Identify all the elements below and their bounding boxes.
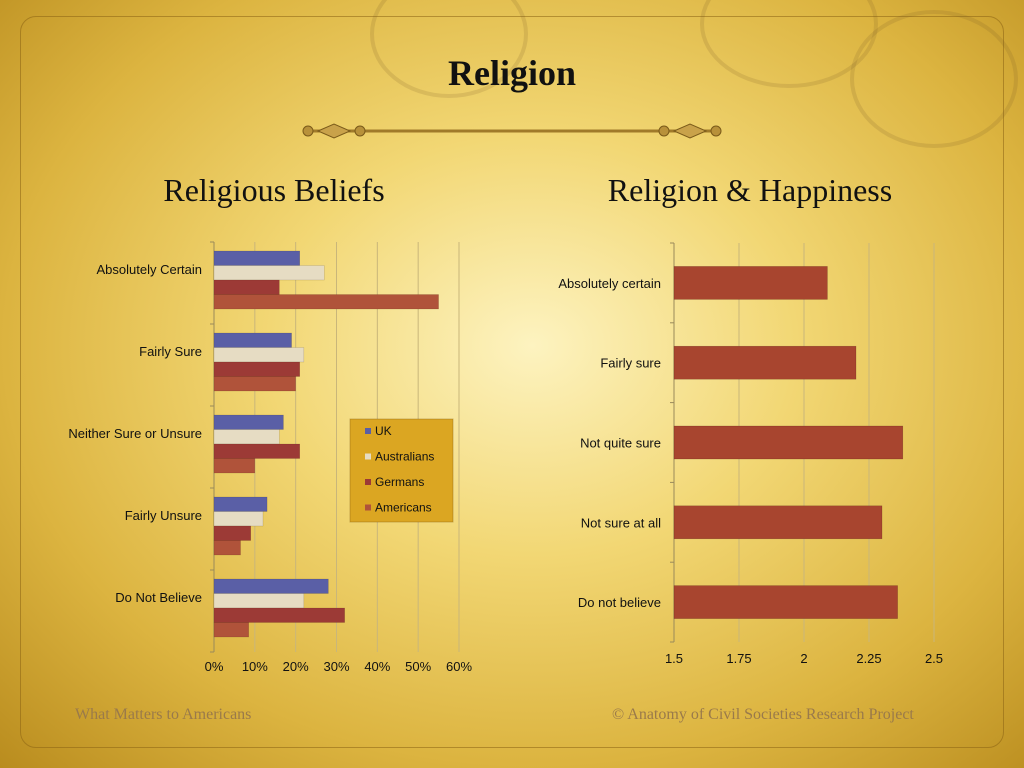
x-tick-label: 0%: [205, 659, 224, 674]
bar-australians: [213, 429, 280, 445]
bar-happiness: [673, 266, 828, 300]
bar-uk: [213, 250, 300, 266]
bar-americans: [213, 376, 296, 392]
chart-title-happiness: Religion & Happiness: [607, 172, 893, 208]
legend-swatch: [365, 479, 371, 485]
category-label: Absolutely Certain: [97, 262, 203, 277]
bar-americans: [213, 622, 249, 638]
religious-beliefs-chart: 0% 10% 20% 30% 40% 50% 60% Absolutely Certain Fa…: [68, 241, 472, 674]
legend-swatch: [365, 453, 371, 460]
category-label: Absolutely certain: [558, 276, 661, 291]
bar-australians: [213, 347, 305, 363]
category-label: Fairly Unsure: [125, 508, 202, 523]
x-tick-label: 40%: [364, 659, 390, 674]
category-label: Neither Sure or Unsure: [68, 426, 202, 441]
religion-happiness-chart: 1.5 1.75 2 2.25 2.5 Absolutely certain Fairly …: [558, 242, 943, 666]
bar-germans: [213, 607, 345, 623]
bar-uk: [213, 496, 268, 512]
bar-germans: [213, 361, 300, 377]
bar-uk: [213, 414, 284, 430]
bar-australians: [213, 593, 305, 609]
category-label: Fairly sure: [600, 356, 661, 371]
bar-happiness: [673, 345, 857, 380]
category-label: Not quite sure: [580, 436, 661, 451]
x-tick-label: 20%: [283, 659, 309, 674]
bar-australians: [213, 265, 325, 281]
legend-label: Americans: [375, 501, 432, 515]
x-tick-label: 1.75: [726, 651, 751, 666]
x-tick-label: 2: [800, 651, 807, 666]
category-label: Not sure at all: [581, 515, 661, 530]
legend-label: Australians: [375, 450, 434, 464]
x-tick-label: 10%: [242, 659, 268, 674]
bar-uk: [213, 578, 329, 594]
x-tick-label: 60%: [446, 659, 472, 674]
bar-germans: [213, 443, 300, 459]
bar-happiness: [673, 585, 898, 619]
bar-happiness: [673, 505, 883, 540]
bar-germans: [213, 525, 251, 541]
bar-americans: [213, 458, 256, 474]
x-tick-label: 50%: [405, 659, 431, 674]
legend-label: Germans: [375, 475, 424, 489]
slide-title: Religion: [447, 53, 576, 93]
postmark-stamp: [850, 10, 1018, 148]
legend-swatch: [365, 504, 371, 511]
bar-uk: [213, 332, 292, 348]
category-label: Do not believe: [578, 595, 661, 610]
x-tick-label: 2.5: [925, 651, 943, 666]
chart-title-beliefs: Religious Beliefs: [163, 172, 385, 208]
bar-happiness: [673, 425, 904, 460]
x-tick-label: 1.5: [665, 651, 683, 666]
bar-americans: [213, 294, 439, 310]
legend-label: UK: [375, 424, 392, 438]
footer-right: © Anatomy of Civil Societies Research Pr…: [612, 706, 914, 723]
footer-left: What Matters to Americans: [75, 706, 252, 723]
x-tick-label: 2.25: [856, 651, 881, 666]
category-label: Fairly Sure: [139, 344, 202, 359]
bar-germans: [213, 279, 280, 295]
title-ornament: [302, 123, 722, 139]
category-label: Do Not Believe: [115, 590, 202, 605]
legend-swatch: [365, 428, 371, 434]
x-tick-label: 30%: [323, 659, 349, 674]
bar-americans: [213, 540, 241, 556]
bar-australians: [213, 511, 264, 527]
